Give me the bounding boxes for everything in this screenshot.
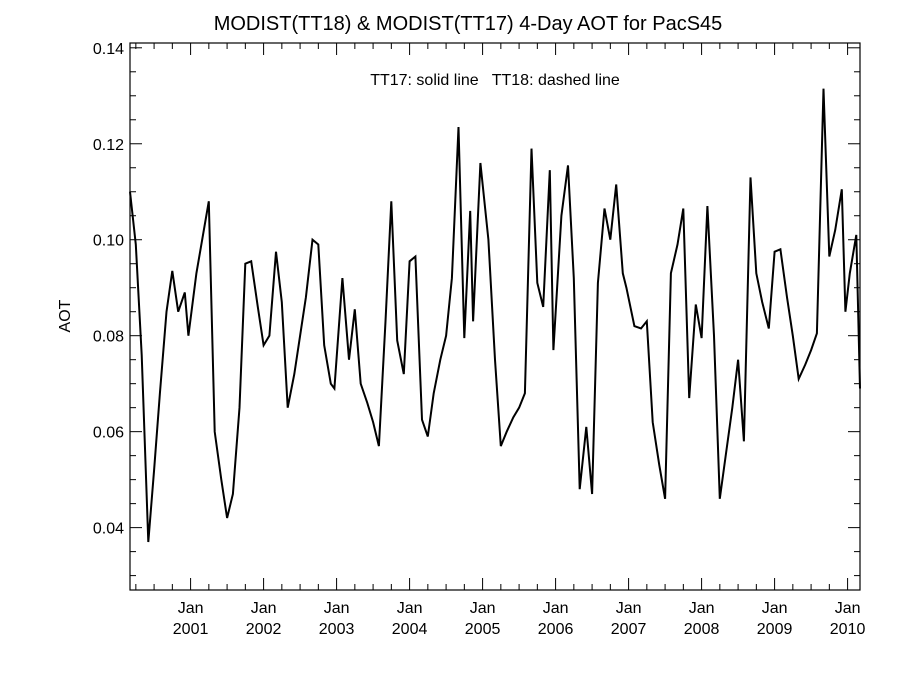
y-tick-label: 0.10 xyxy=(93,233,124,250)
x-tick-label-year: 2003 xyxy=(319,621,355,638)
x-tick-label-year: 2001 xyxy=(173,621,209,638)
plot-frame xyxy=(129,42,861,591)
x-tick-label-year: 2006 xyxy=(538,621,574,638)
y-tick-label: 0.12 xyxy=(93,137,124,154)
y-tick-label: 0.08 xyxy=(93,329,124,346)
ticks: 0.04 0.06 0.08 0.10 0.12 0.14 Jan 2001 Jan 2002 Ja… xyxy=(93,41,866,638)
x-tick-label-month: Jan xyxy=(616,600,642,617)
y-axis-label: AOT xyxy=(57,299,74,332)
y-tick-label: 0.04 xyxy=(93,521,124,538)
y-tick-label: 0.06 xyxy=(93,425,124,442)
x-tick-label-month: Jan xyxy=(762,600,788,617)
x-tick-label-year: 2009 xyxy=(757,621,793,638)
series-line xyxy=(129,88,861,543)
x-tick-label-month: Jan xyxy=(178,600,204,617)
x-tick-label-year: 2007 xyxy=(611,621,647,638)
x-tick-label-month: Jan xyxy=(251,600,277,617)
x-tick-label-month: Jan xyxy=(470,600,496,617)
x-tick-label-year: 2010 xyxy=(830,621,866,638)
line-style-annotation: TT17: solid line TT18: dashed line xyxy=(370,72,620,89)
x-tick-label-month: Jan xyxy=(324,600,350,617)
x-tick-label-month: Jan xyxy=(689,600,715,617)
x-tick-label-year: 2008 xyxy=(684,621,720,638)
x-tick-label-year: 2004 xyxy=(392,621,428,638)
x-tick-label-year: 2005 xyxy=(465,621,501,638)
x-tick-label-year: 2002 xyxy=(246,621,282,638)
y-tick-label: 0.14 xyxy=(93,41,124,58)
x-tick-label-month: Jan xyxy=(835,600,861,617)
x-tick-label-month: Jan xyxy=(397,600,423,617)
x-tick-label-month: Jan xyxy=(543,600,569,617)
series-group xyxy=(129,88,861,543)
chart-title: MODIST(TT18) & MODIST(TT17) 4-Day AOT fo… xyxy=(214,13,723,35)
